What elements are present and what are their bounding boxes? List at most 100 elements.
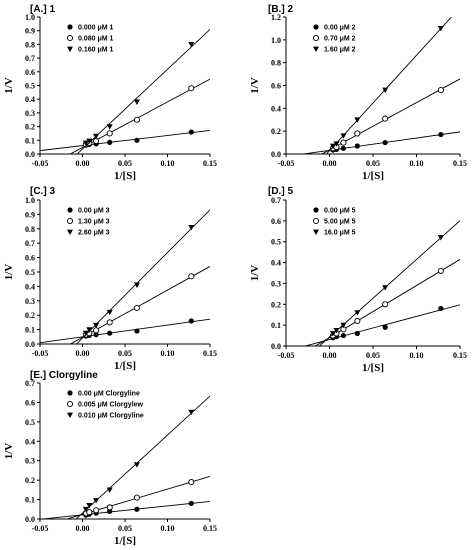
x-axis-label: 1/[S] — [114, 170, 136, 182]
legend-marker — [67, 46, 73, 52]
x-tick-label: -0.05 — [32, 349, 49, 358]
x-tick-label: 0.10 — [410, 159, 424, 168]
y-tick-label: 0.3 — [25, 109, 35, 118]
series-line-3 — [75, 209, 210, 344]
legend-marker — [313, 229, 319, 235]
series-line-1 — [300, 131, 460, 154]
x-tick-label: 0.05 — [118, 159, 132, 168]
chart-title: [D.] 5 — [268, 186, 293, 197]
data-point — [354, 317, 361, 325]
y-tick-label: 0.0 — [25, 515, 35, 524]
y-tick-label: 0.9 — [25, 210, 35, 219]
y-tick-label: 0.8 — [25, 40, 35, 49]
chart-title: [B.] 2 — [268, 4, 293, 15]
chart-title: [E.] Clorgyline — [30, 370, 98, 381]
y-tick-label: 1.2 — [271, 13, 281, 22]
y-tick-label: 0.6 — [25, 68, 35, 77]
data-point — [82, 140, 89, 147]
legend-marker — [313, 46, 319, 52]
x-axis-label: 1/[S] — [362, 170, 384, 182]
x-tick-label: 0.05 — [118, 524, 132, 533]
x-tick-label: 0.00 — [323, 159, 337, 168]
x-tick-label: 0.10 — [161, 349, 175, 358]
data-point — [382, 301, 389, 308]
legend-entry: 0.00 μM Clorgyline — [78, 391, 140, 398]
y-tick-label: 1.0 — [271, 36, 281, 45]
y-tick-label: 0.5 — [25, 82, 35, 91]
data-point — [86, 509, 93, 516]
y-tick-label: 0.9 — [25, 27, 35, 36]
data-point — [93, 507, 100, 514]
x-tick-label: 0.15 — [203, 159, 217, 168]
legend-entry: 1.30 μM 3 — [78, 219, 110, 226]
data-point — [437, 267, 444, 274]
legend-marker — [66, 400, 74, 408]
legend-marker — [67, 412, 73, 418]
legend-marker — [66, 217, 74, 225]
legend-entry: 0.010 μM Clorgyline — [78, 413, 144, 420]
data-point — [93, 327, 100, 334]
y-tick-label: 0.8 — [25, 225, 35, 234]
data-point — [333, 327, 340, 334]
legend-entry: 0.005 μM Clorgylew — [78, 402, 144, 409]
y-axis-label: 1/V — [249, 77, 261, 94]
data-point — [437, 87, 444, 94]
data-point — [107, 139, 113, 145]
y-tick-label: 0.4 — [25, 282, 35, 291]
data-point — [134, 137, 140, 143]
data-point — [82, 330, 89, 337]
y-tick-label: 0.8 — [271, 59, 281, 68]
x-tick-label: 0.15 — [203, 524, 217, 533]
x-axis-label: 1/[S] — [114, 535, 136, 547]
y-tick-label: 0.2 — [25, 476, 35, 485]
data-point — [188, 129, 194, 135]
data-point — [188, 479, 195, 486]
series-line-1 — [40, 318, 210, 344]
data-point — [133, 116, 140, 123]
x-axis-label: 1/[S] — [114, 360, 136, 372]
series-line-3 — [325, 17, 453, 154]
x-tick-label: -0.05 — [32, 524, 49, 533]
data-point — [107, 330, 113, 336]
data-point — [329, 143, 336, 150]
legend-entry: 0.000 μM 1 — [78, 25, 114, 32]
data-point — [329, 331, 336, 337]
x-axis-label: 1/[S] — [362, 362, 384, 374]
y-axis-label: 1/V — [3, 77, 15, 94]
y-tick-label: 0.2 — [25, 311, 35, 320]
data-point — [437, 235, 444, 241]
y-tick-label: 0.3 — [271, 279, 281, 288]
data-point — [340, 139, 347, 146]
data-point — [106, 309, 113, 316]
series-line-3 — [318, 220, 460, 346]
legend-marker — [67, 229, 73, 235]
y-tick-label: 0.6 — [271, 217, 281, 226]
data-point — [188, 409, 195, 416]
legend-marker — [312, 34, 320, 42]
x-tick-label: 0.05 — [118, 349, 132, 358]
series-line-3 — [76, 29, 210, 154]
chart-title: [A.] 1 — [30, 4, 55, 15]
data-point — [382, 285, 389, 291]
data-point — [382, 324, 388, 330]
legend-entry: 0.160 μM 1 — [78, 47, 114, 54]
x-tick-label: -0.05 — [278, 351, 295, 360]
data-point — [86, 138, 93, 144]
data-point — [86, 327, 93, 333]
y-tick-label: 0.7 — [25, 239, 35, 248]
data-point — [354, 330, 360, 337]
series-line-1 — [303, 304, 460, 346]
y-axis-label: 1/V — [249, 265, 261, 282]
data-point — [188, 318, 194, 324]
data-point — [382, 139, 388, 146]
data-point — [382, 115, 389, 122]
y-tick-label: 0.2 — [271, 300, 281, 309]
series-line-1 — [40, 500, 210, 519]
data-point — [106, 319, 113, 326]
legend-marker — [66, 34, 74, 42]
series-line-2 — [314, 259, 460, 346]
x-tick-label: 0.00 — [76, 349, 90, 358]
data-point — [106, 130, 113, 137]
x-tick-label: 0.00 — [76, 524, 90, 533]
